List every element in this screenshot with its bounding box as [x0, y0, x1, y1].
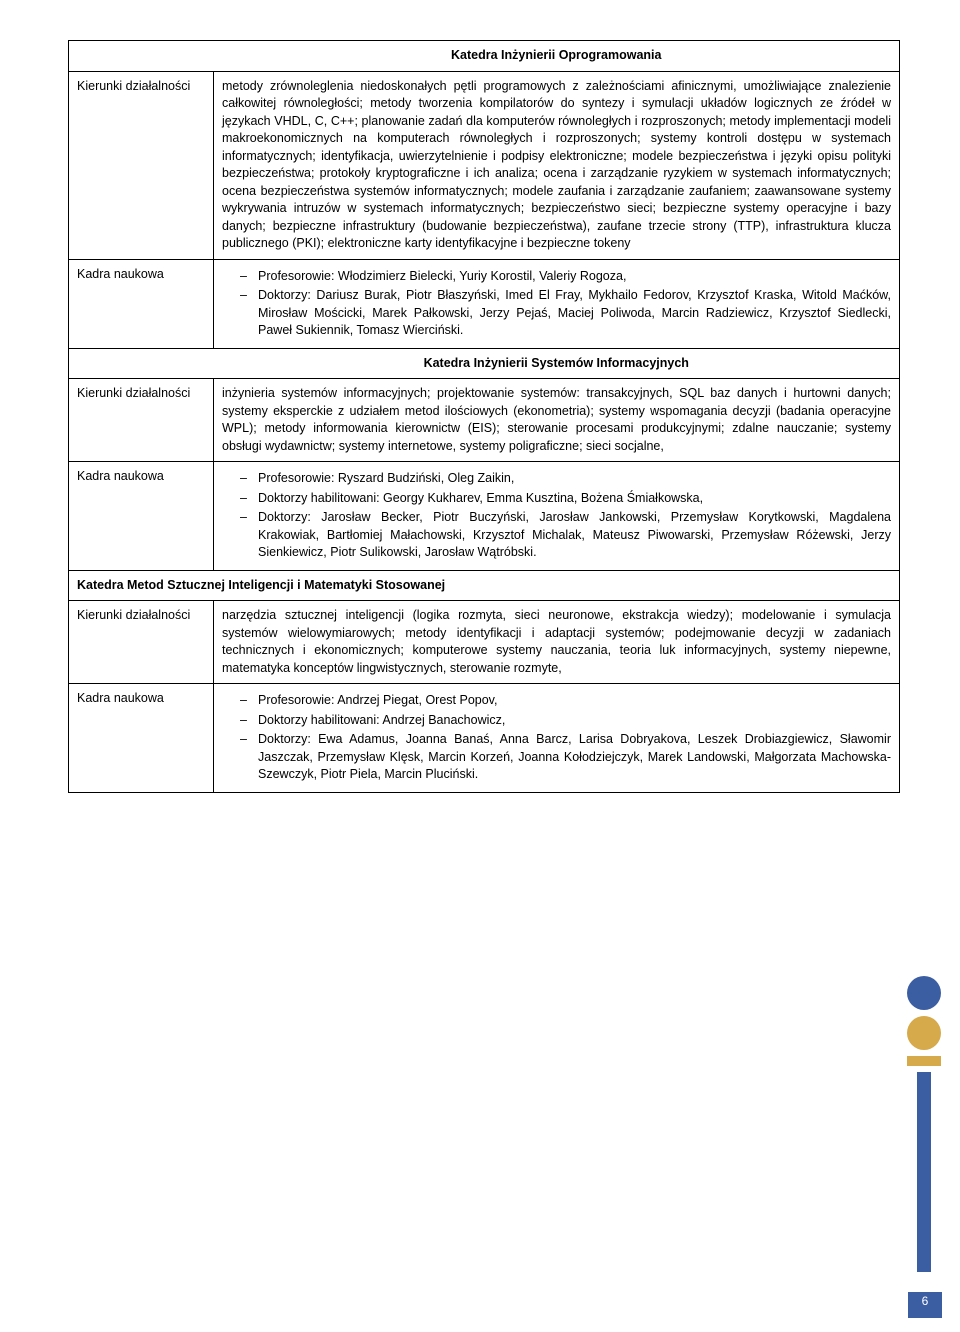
kadra-label-2: Kadra naukowa [69, 462, 214, 571]
list-item: Doktorzy: Ewa Adamus, Joanna Banaś, Anna… [240, 731, 891, 784]
sidebar-decoration [906, 976, 942, 1272]
page-number: 6 [918, 1293, 932, 1310]
kierunki-label-3: Kierunki działalności [69, 601, 214, 684]
content-table: Katedra Inżynierii Oprogramowania Kierun… [68, 40, 900, 793]
section1-title: Katedra Inżynierii Oprogramowania [214, 41, 900, 72]
section1-kadra: Profesorowie: Włodzimierz Bielecki, Yuri… [214, 259, 900, 348]
section2-body: inżynieria systemów informacyjnych; proj… [214, 379, 900, 462]
empty-cell [69, 41, 214, 72]
list-item: Doktorzy habilitowani: Andrzej Banachowi… [240, 712, 891, 730]
list-item: Doktorzy: Dariusz Burak, Piotr Błaszyńsk… [240, 287, 891, 340]
section3-body: narzędzia sztucznej inteligencji (logika… [214, 601, 900, 684]
list-item: Profesorowie: Ryszard Budziński, Oleg Za… [240, 470, 891, 488]
kierunki-label-2: Kierunki działalności [69, 379, 214, 462]
list-item: Profesorowie: Andrzej Piegat, Orest Popo… [240, 692, 891, 710]
list-item: Profesorowie: Włodzimierz Bielecki, Yuri… [240, 268, 891, 286]
section3-title: Katedra Metod Sztucznej Inteligencji i M… [69, 570, 900, 601]
circle-icon [907, 976, 941, 1010]
list-item: Doktorzy: Jarosław Becker, Piotr Buczyńs… [240, 509, 891, 562]
kadra-label-1: Kadra naukowa [69, 259, 214, 348]
bar-icon [917, 1072, 931, 1272]
kadra-label-3: Kadra naukowa [69, 684, 214, 793]
section1-body: metody zrównoleglenia niedoskonałych pęt… [214, 71, 900, 259]
section2-title: Katedra Inżynierii Systemów Informacyjny… [214, 348, 900, 379]
section2-kadra: Profesorowie: Ryszard Budziński, Oleg Za… [214, 462, 900, 571]
section3-kadra: Profesorowie: Andrzej Piegat, Orest Popo… [214, 684, 900, 793]
kierunki-label-1: Kierunki działalności [69, 71, 214, 259]
circle-icon [907, 1016, 941, 1050]
empty-cell [69, 348, 214, 379]
bar-icon [907, 1056, 941, 1066]
list-item: Doktorzy habilitowani: Georgy Kukharev, … [240, 490, 891, 508]
